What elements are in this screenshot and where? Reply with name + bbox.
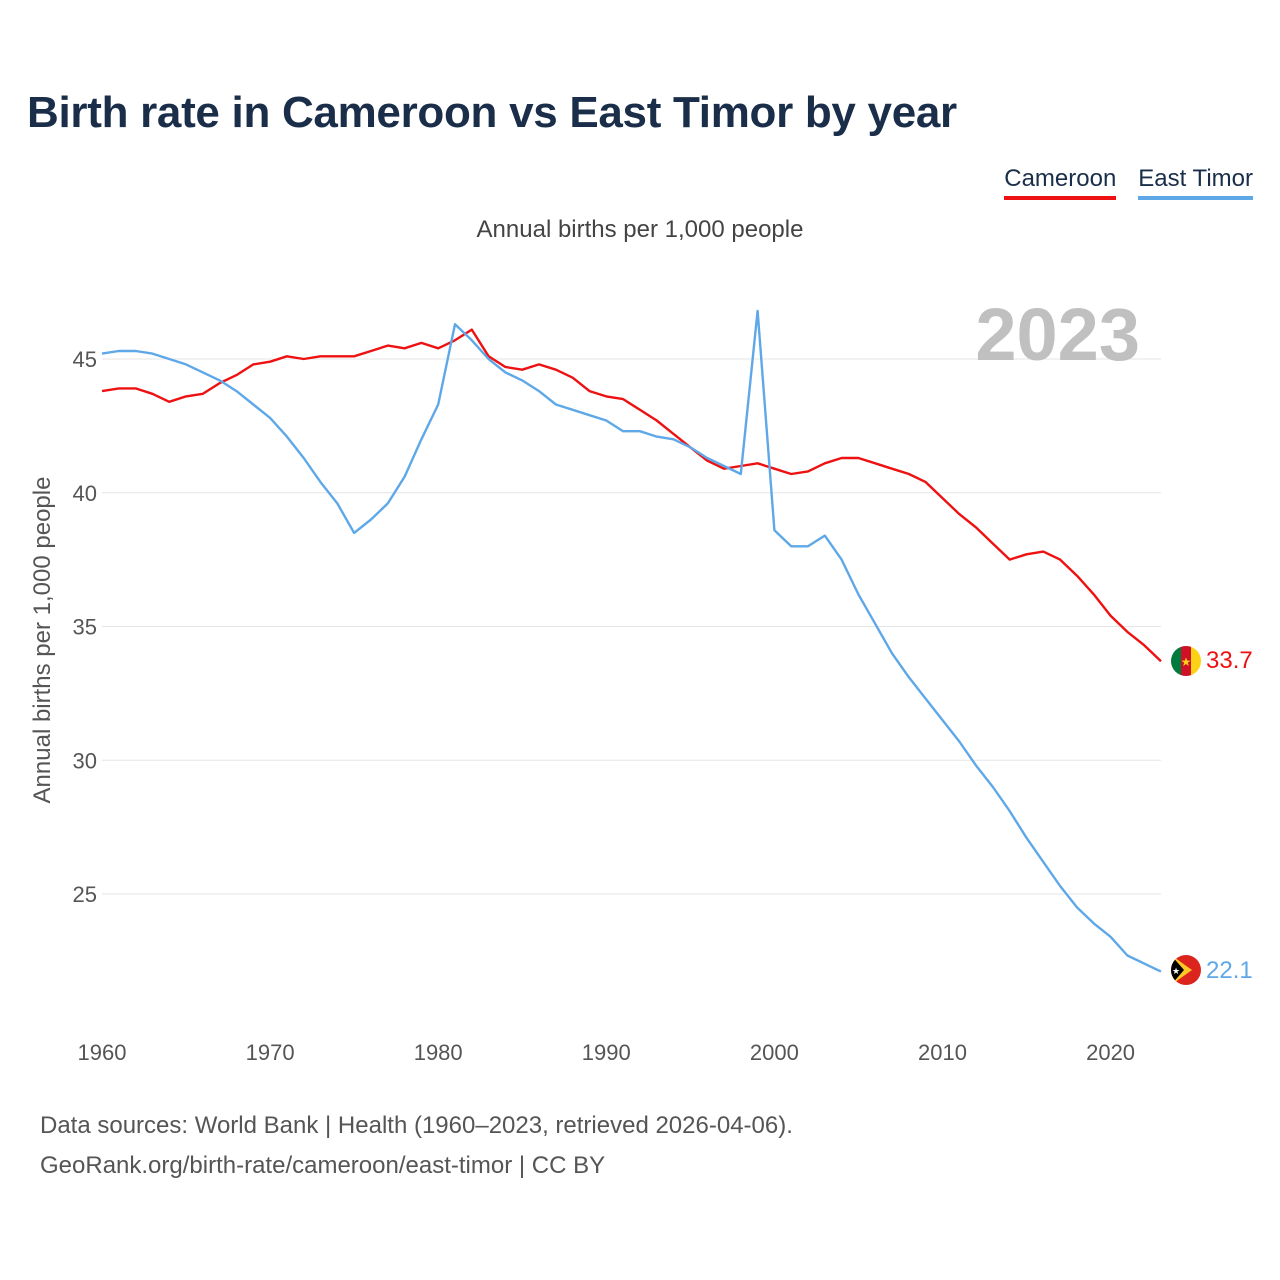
legend: Cameroon East Timor (1004, 164, 1253, 200)
east-timor-flag-icon: ★ (1171, 955, 1201, 985)
y-tick-label: 25 (73, 882, 97, 907)
east-timor-end-label: 22.1 (1206, 957, 1253, 984)
y-tick-label: 35 (73, 615, 97, 640)
lines-layer (101, 309, 1162, 973)
series-line-east-timor[interactable] (101, 309, 1162, 973)
x-tick-label: 2020 (1086, 1040, 1135, 1065)
grid-layer (102, 358, 1161, 895)
footer: Data sources: World Bank | Health (1960–… (40, 1106, 793, 1186)
chart-subtitle: Annual births per 1,000 people (476, 216, 804, 243)
x-tick-label: 1980 (414, 1040, 463, 1065)
legend-item-east-timor[interactable]: East Timor (1138, 164, 1253, 200)
footer-source: Data sources: World Bank | Health (1960–… (40, 1112, 793, 1139)
cameroon-flag-icon: ★ (1171, 646, 1201, 676)
y-tick-label: 40 (73, 481, 97, 506)
svg-text:★: ★ (1172, 966, 1180, 976)
svg-text:★: ★ (1181, 655, 1192, 669)
legend-item-cameroon[interactable]: Cameroon (1004, 164, 1117, 200)
footer-attribution[interactable]: GeoRank.org/birth-rate/cameroon/east-tim… (40, 1152, 606, 1179)
x-tick-label: 2000 (750, 1040, 799, 1065)
y-tick-label: 45 (73, 347, 97, 372)
y-axis-label: Annual births per 1,000 people (29, 477, 56, 804)
x-tick-label: 1960 (78, 1040, 127, 1065)
year-watermark: 2023 (975, 293, 1140, 376)
y-tick-label: 30 (73, 748, 97, 773)
x-tick-label: 2010 (918, 1040, 967, 1065)
x-tick-label: 1990 (582, 1040, 631, 1065)
cameroon-end-label: 33.7 (1206, 647, 1253, 674)
x-tick-label: 1970 (246, 1040, 295, 1065)
ticks-layer: 25 30 35 40 45 1960 1970 1980 1990 2000 2010 2020 (73, 347, 1136, 1065)
series-line-cameroon[interactable] (101, 328, 1162, 663)
chart-title: Birth rate in Cameroon vs East Timor by … (27, 88, 957, 137)
